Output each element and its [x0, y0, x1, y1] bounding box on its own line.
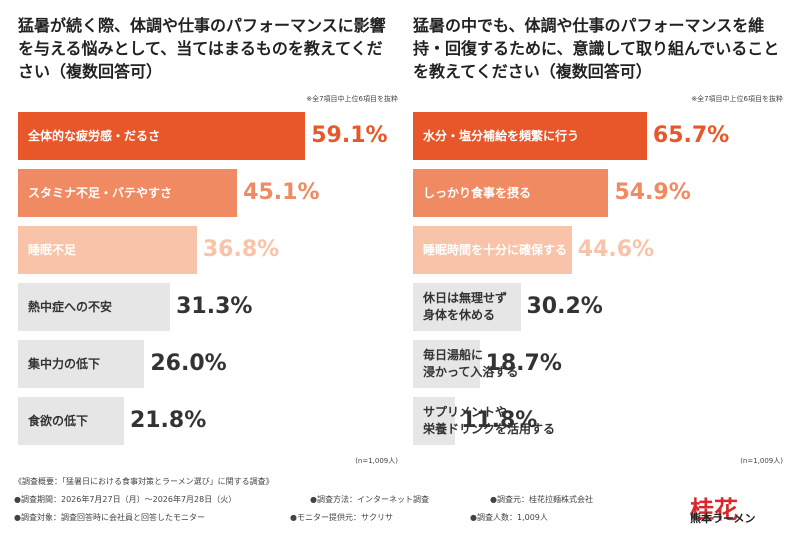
category-label: 集中力の低下 [28, 356, 101, 371]
value-label: 65.7% [652, 123, 730, 148]
value-label: 54.9% [614, 180, 691, 205]
category-label: 水分・塩分補給を頻繁に行う [423, 128, 580, 143]
chart-note: ※全7項目中上位6項目を抜粋 [306, 95, 398, 103]
value-label: 45.1% [243, 180, 320, 205]
value-label: 59.1% [311, 123, 388, 148]
category-label: 毎日湯船に 浸かって入浴する [423, 348, 519, 379]
category-label: 休日は無理せず 身体を休める [423, 291, 508, 322]
bar [413, 283, 521, 331]
value-label: 11.8% [461, 408, 538, 433]
value-label: 44.6% [577, 237, 655, 262]
bar [18, 283, 171, 331]
category-label: 食欲の低下 [28, 413, 89, 428]
bar [18, 226, 197, 274]
category-label: しっかり食事を摂る [423, 185, 532, 200]
chart-title: 猛暑が続く際、体調や仕事のパフォーマンスに影響を与える悩みとして、当てはまるもの… [18, 16, 386, 81]
bar [413, 169, 609, 217]
bar [18, 169, 238, 217]
bar [413, 226, 572, 274]
sample-size: (n=1,009人) [740, 457, 783, 465]
footer-item: ●調査対象：調査回答時に会社員と回答したモニター [14, 513, 205, 522]
footer-item: ●調査元：桂花拉麺株式会社 [490, 495, 593, 504]
bar [18, 112, 306, 160]
value-label: 31.3% [176, 294, 253, 319]
bar [18, 397, 124, 445]
bar [413, 340, 480, 388]
category-label: 熱中症への不安 [28, 299, 113, 314]
value-label: 18.7% [485, 351, 562, 376]
footer-item: ●モニター提供元：サクリサ [290, 513, 393, 522]
footer-item: ●調査人数：1,009人 [470, 513, 548, 522]
bar [413, 397, 455, 445]
footer-item: ●調査期間：2026年7月27日（月）～2026年7月28日（火） [14, 495, 237, 504]
value-label: 30.2% [526, 294, 603, 319]
bar [413, 112, 647, 160]
value-label: 36.8% [202, 237, 280, 262]
footer-item: ●調査方法：インターネット調査 [310, 495, 429, 504]
value-label: 26.0% [150, 351, 227, 376]
value-label: 21.8% [129, 408, 207, 433]
category-label: サプリメントや 栄養ドリンクを活用する [423, 405, 556, 436]
logo-brand: 桂花 [690, 495, 738, 524]
logo-sub: 熊本ラーメン [690, 512, 756, 525]
category-label: 睡眠不足 [28, 242, 77, 257]
category-label: スタミナ不足・バテやすさ [28, 185, 173, 200]
category-label: 睡眠時間を十分に確保する [423, 242, 568, 257]
chart-note: ※全7項目中上位6項目を抜粋 [691, 95, 783, 103]
sample-size: (n=1,009人) [355, 457, 398, 465]
footer-heading: 《調査概要：「猛暑日における食事対策とラーメン選び」に関する調査》 [14, 477, 274, 486]
category-label: 全体的な疲労感・だるさ [28, 128, 161, 143]
chart-title: 猛暑の中でも、体調や仕事のパフォーマンスを維持・回復するために、意識して取り組ん… [413, 16, 780, 81]
bar [18, 340, 145, 388]
